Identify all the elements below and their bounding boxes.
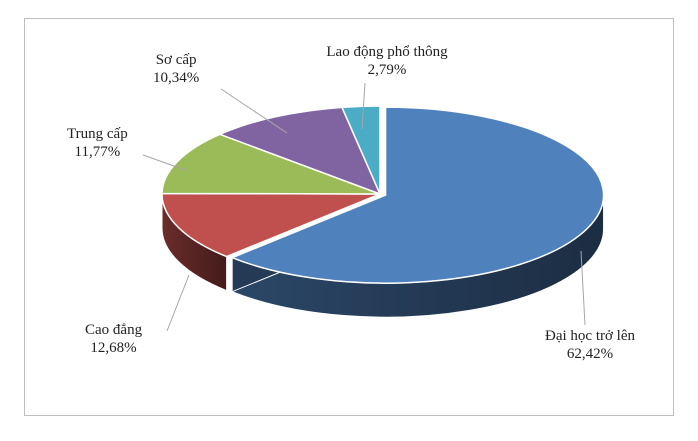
label-cao-dang-value: 12,68%	[90, 340, 137, 356]
leader-line-4	[361, 82, 366, 130]
pie-slice-0	[230, 106, 605, 284]
pie-chart	[142, 82, 605, 332]
label-so-cap-name: Sơ cấp	[155, 52, 197, 68]
pie-slice-1	[161, 192, 381, 258]
pie-slice-3	[217, 106, 382, 196]
leader-line-3	[220, 88, 288, 134]
label-cao-dang: Cao đẳng 12,68%	[85, 321, 142, 357]
label-lao-dong-name: Lao động phổ thông	[326, 44, 448, 60]
chart-frame: Đại học trở lên 62,42% Cao đẳng 12,68% T…	[24, 18, 674, 416]
label-so-cap-value: 10,34%	[153, 70, 200, 86]
label-lao-dong: Lao động phổ thông 2,79%	[307, 43, 467, 79]
label-trung-cap-name: Trung cấp	[67, 126, 128, 142]
label-so-cap: Sơ cấp 10,34%	[153, 51, 199, 87]
pie-slice-2	[161, 133, 381, 195]
label-cao-dang-name: Cao đẳng	[85, 322, 143, 338]
label-lao-dong-value: 2,79%	[367, 62, 407, 78]
leader-line-0	[580, 250, 586, 326]
label-trung-cap: Trung cấp 11,77%	[67, 125, 128, 161]
pie-slice-4	[340, 105, 381, 195]
label-dai-hoc-name: Đại học trở lên	[545, 328, 635, 344]
leader-line-2	[142, 154, 189, 172]
leader-line-1	[166, 274, 190, 332]
label-trung-cap-value: 11,77%	[74, 144, 121, 160]
label-dai-hoc-value: 62,42%	[566, 346, 614, 362]
label-dai-hoc: Đại học trở lên 62,42%	[545, 327, 635, 363]
